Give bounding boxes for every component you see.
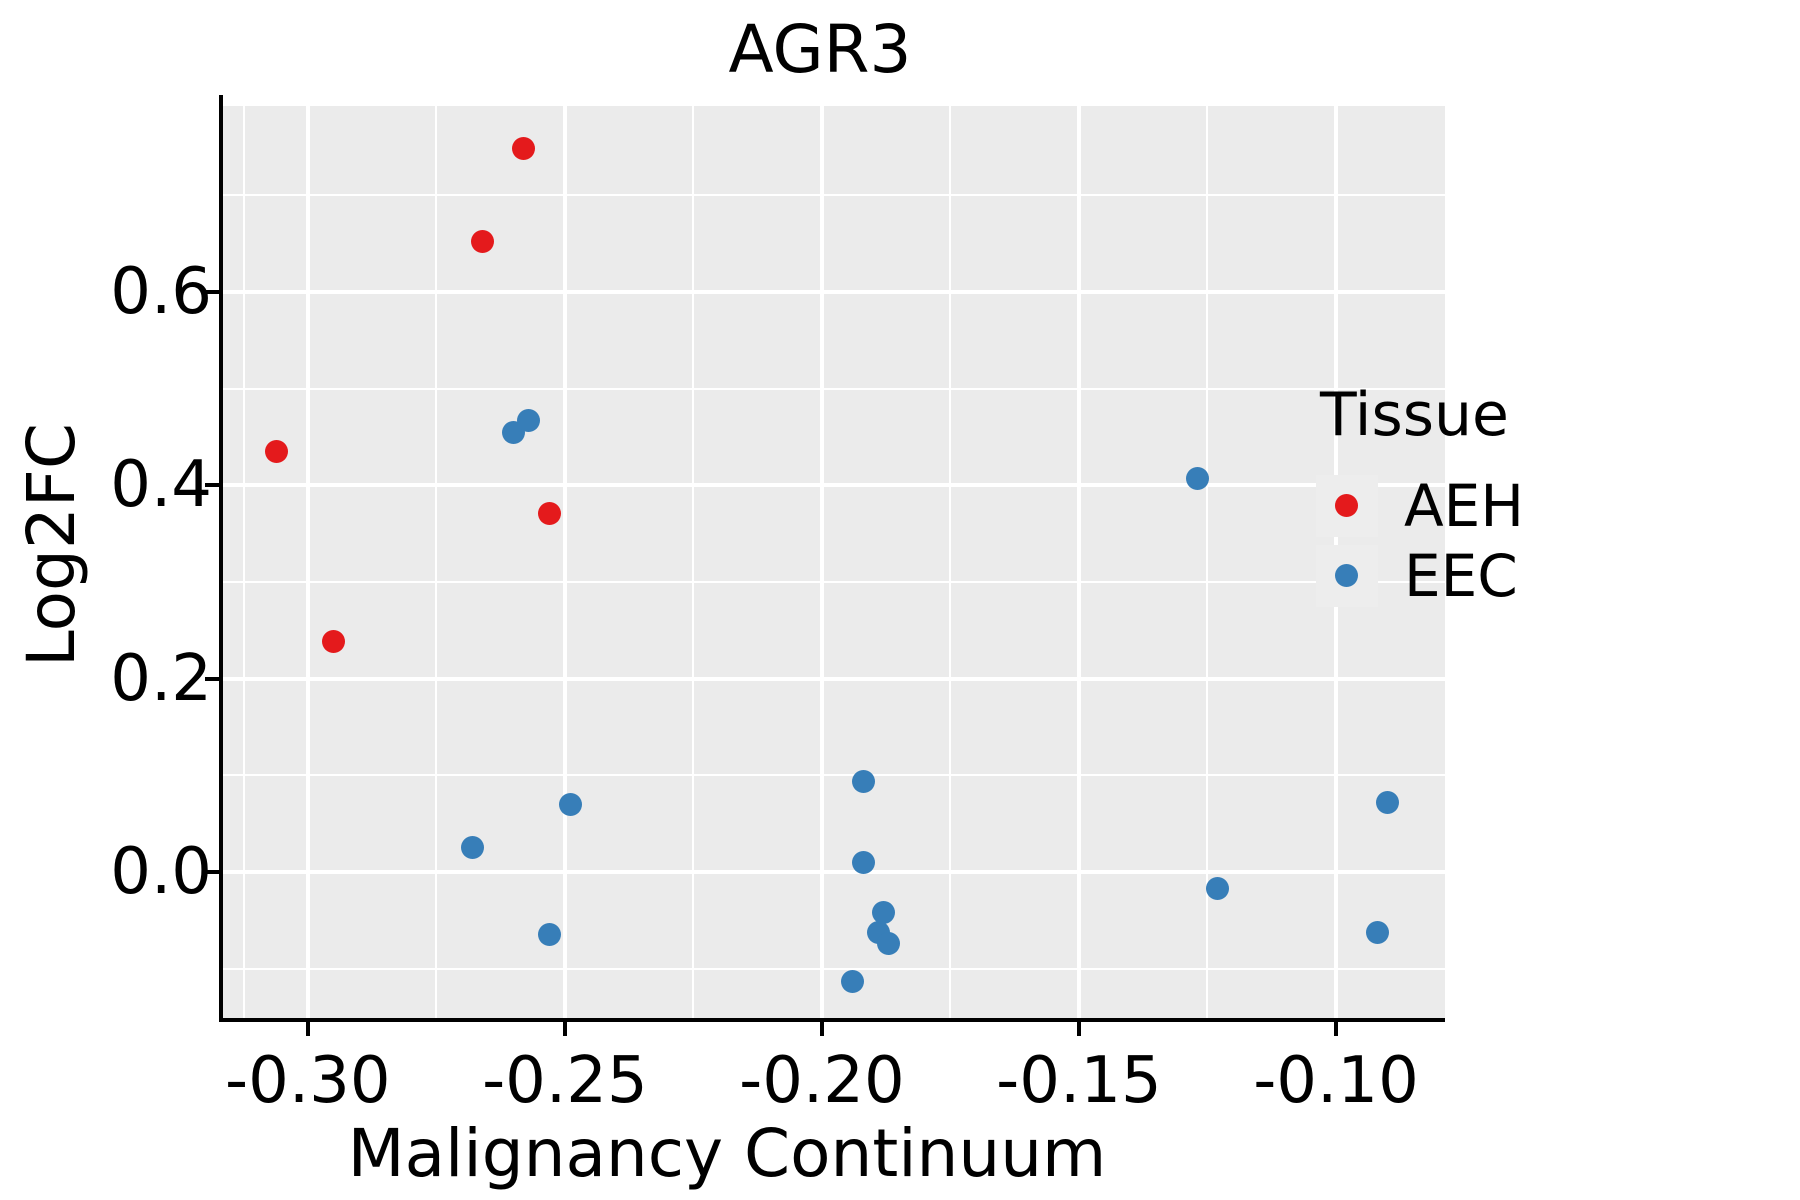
- data-point-aeh: [265, 440, 289, 464]
- legend-label: EEC: [1404, 542, 1518, 610]
- y-axis-line: [219, 95, 223, 1022]
- data-point-eec: [460, 836, 484, 860]
- x-tick-mark: [1334, 1022, 1338, 1036]
- chart-title: AGR3: [728, 11, 912, 88]
- y-tick-label: 0.2: [110, 641, 212, 716]
- data-point-eec: [851, 769, 875, 793]
- x-tick-label: -0.25: [482, 1044, 648, 1118]
- data-point-eec: [877, 932, 901, 956]
- gridline-minor-vertical: [435, 106, 438, 1020]
- gridline-major-horizontal: [223, 676, 1445, 681]
- gridline-minor-horizontal: [223, 387, 1445, 390]
- x-tick-mark: [562, 1022, 567, 1036]
- x-axis-line: [219, 1018, 1445, 1022]
- data-point-eec: [517, 409, 541, 433]
- gridline-major-horizontal: [223, 870, 1445, 875]
- legend-label: AEH: [1404, 472, 1524, 540]
- gridline-minor-vertical: [242, 106, 245, 1020]
- x-tick-mark: [819, 1022, 824, 1036]
- legend-title: Tissue: [1320, 380, 1509, 450]
- data-point-eec: [537, 923, 561, 947]
- data-point-eec: [558, 792, 582, 816]
- gridline-major-vertical: [562, 106, 567, 1020]
- legend-marker-eec-icon: [1335, 564, 1358, 587]
- gridline-major-vertical: [1076, 106, 1081, 1020]
- data-point-aeh: [537, 501, 561, 525]
- gridline-major-horizontal: [223, 483, 1445, 488]
- gridline-minor-vertical: [692, 106, 695, 1020]
- gridline-minor-vertical: [1206, 106, 1209, 1020]
- data-point-aeh: [512, 136, 536, 160]
- gridline-minor-horizontal: [223, 967, 1445, 970]
- gridline-major-vertical: [819, 106, 824, 1020]
- y-axis-title: Log2FC: [13, 423, 90, 667]
- data-point-aeh: [471, 230, 495, 254]
- x-tick-mark: [305, 1022, 310, 1036]
- y-tick-label: 0.6: [110, 255, 212, 330]
- gridline-minor-horizontal: [223, 194, 1445, 197]
- plot-panel: [223, 106, 1445, 1020]
- y-tick-mark: [205, 676, 219, 681]
- data-point-eec: [841, 969, 865, 993]
- data-point-eec: [1206, 876, 1230, 900]
- x-tick-mark: [1076, 1022, 1081, 1036]
- data-point-eec: [872, 901, 896, 925]
- gridline-minor-horizontal: [223, 774, 1445, 777]
- y-tick-label: 0.4: [110, 448, 212, 523]
- data-point-eec: [1185, 467, 1209, 491]
- gridline-major-horizontal: [223, 290, 1445, 295]
- gridline-minor-vertical: [949, 106, 952, 1020]
- y-tick-mark: [205, 483, 219, 488]
- gridline-major-vertical: [305, 106, 310, 1020]
- legend-marker-aeh-icon: [1335, 494, 1358, 517]
- x-tick-label: -0.15: [996, 1044, 1162, 1118]
- y-tick-mark: [205, 290, 219, 295]
- x-tick-label: -0.30: [225, 1044, 391, 1118]
- y-tick-label: 0.0: [110, 835, 212, 910]
- y-tick-mark: [205, 870, 219, 875]
- x-tick-label: -0.10: [1253, 1044, 1419, 1118]
- x-tick-label: -0.20: [739, 1044, 905, 1118]
- data-point-eec: [1365, 921, 1389, 945]
- gridline-minor-horizontal: [223, 581, 1445, 584]
- data-point-eec: [1375, 790, 1399, 814]
- x-axis-title: Malignancy Continuum: [347, 1115, 1107, 1192]
- data-point-aeh: [322, 629, 346, 653]
- data-point-eec: [851, 850, 875, 874]
